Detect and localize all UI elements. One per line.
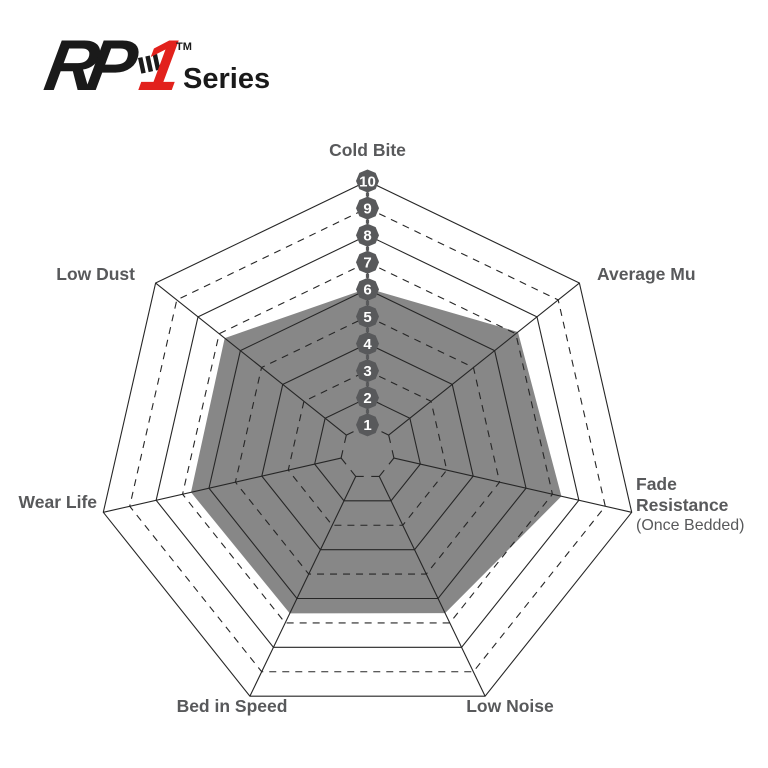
svg-text:1: 1: [363, 417, 371, 434]
svg-text:8: 8: [363, 228, 371, 245]
svg-text:6: 6: [363, 282, 371, 299]
svg-text:Resistance: Resistance: [636, 495, 729, 515]
svg-text:Average Mu: Average Mu: [597, 264, 696, 284]
svg-text:Bed in Speed: Bed in Speed: [177, 696, 288, 716]
svg-text:(Once Bedded): (Once Bedded): [636, 517, 745, 534]
svg-text:Series: Series: [183, 63, 270, 95]
svg-text:9: 9: [363, 200, 371, 217]
svg-text:7: 7: [363, 255, 371, 272]
svg-text:10: 10: [359, 173, 376, 190]
svg-text:2: 2: [363, 390, 371, 407]
svg-text:Low Dust: Low Dust: [56, 264, 135, 284]
svg-text:TM: TM: [176, 41, 192, 53]
svg-text:1: 1: [134, 25, 188, 105]
svg-text:Fade: Fade: [636, 474, 677, 494]
svg-text:3: 3: [363, 363, 371, 380]
svg-text:Low Noise: Low Noise: [466, 696, 554, 716]
svg-text:Cold Bite: Cold Bite: [329, 140, 406, 160]
svg-text:5: 5: [363, 309, 371, 326]
svg-text:Wear Life: Wear Life: [19, 492, 98, 512]
svg-text:4: 4: [363, 336, 372, 353]
svg-text:RP: RP: [39, 25, 144, 105]
